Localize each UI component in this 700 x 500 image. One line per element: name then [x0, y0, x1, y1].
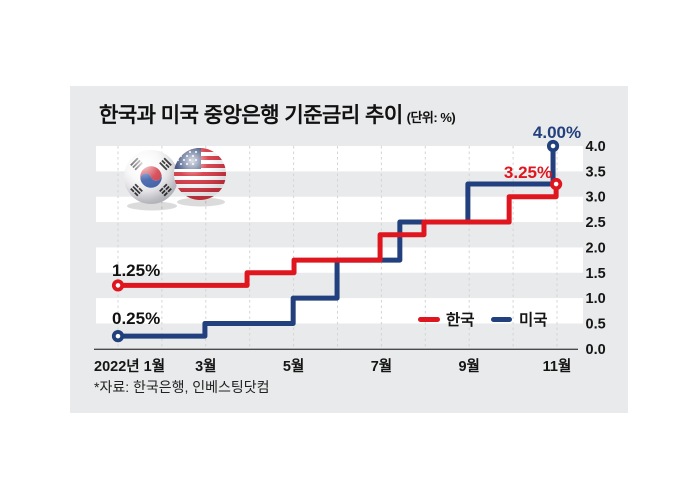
us-flag-shadow: [177, 197, 225, 207]
korea-flag-shadow: [127, 201, 177, 211]
korea-legend-swatch: [418, 317, 440, 322]
us-flag-icon: [174, 148, 226, 200]
y-tick-label: 0.0: [586, 342, 606, 358]
x-tick-label: 3월: [195, 358, 216, 375]
korea-rate-line: [115, 181, 559, 288]
x-tick-label: 11월: [543, 358, 572, 375]
y-tick-label: 3.5: [586, 164, 606, 180]
y-tick-label: 2.0: [586, 240, 606, 256]
korea-start-value-label: 1.25%: [112, 261, 160, 280]
y-tick-label: 4.0: [586, 139, 606, 155]
x-tick-label: 5월: [283, 358, 304, 375]
korea-start-marker: [111, 279, 125, 292]
us-end-value-label: 4.00%: [533, 123, 581, 142]
x-tick-label: 9월: [458, 358, 479, 375]
us-end-marker: [546, 139, 560, 153]
x-tick-label: 2022년 1월: [94, 358, 165, 375]
korea-end-value-label: 3.25%: [504, 163, 552, 182]
plot-stripe: [96, 196, 583, 223]
source-note: *자료: 한국은행, 인베스팅닷컴: [94, 379, 270, 395]
korea-flag-icon: [124, 150, 178, 204]
y-tick-label: 1.5: [586, 266, 606, 282]
korea-legend-label: 한국: [446, 310, 475, 329]
us-legend-label: 미국: [519, 311, 548, 329]
chart-legend: 한국 미국: [418, 310, 548, 329]
chart-unit-label: (단위: %): [407, 110, 456, 125]
y-tick-label: 2.5: [586, 215, 606, 231]
chart-title: 한국과 미국 중앙은행 기준금리 추이 (단위: %): [99, 104, 455, 127]
y-tick-label: 0.5: [586, 316, 606, 332]
korea-end-marker: [550, 177, 563, 191]
y-tick-label: 3.0: [586, 190, 606, 206]
us-legend-swatch: [491, 317, 512, 322]
us-start-marker: [111, 330, 125, 343]
us-start-value-label: 0.25%: [112, 309, 160, 328]
x-tick-label: 7월: [371, 358, 392, 375]
y-tick-label: 1.0: [586, 291, 606, 307]
